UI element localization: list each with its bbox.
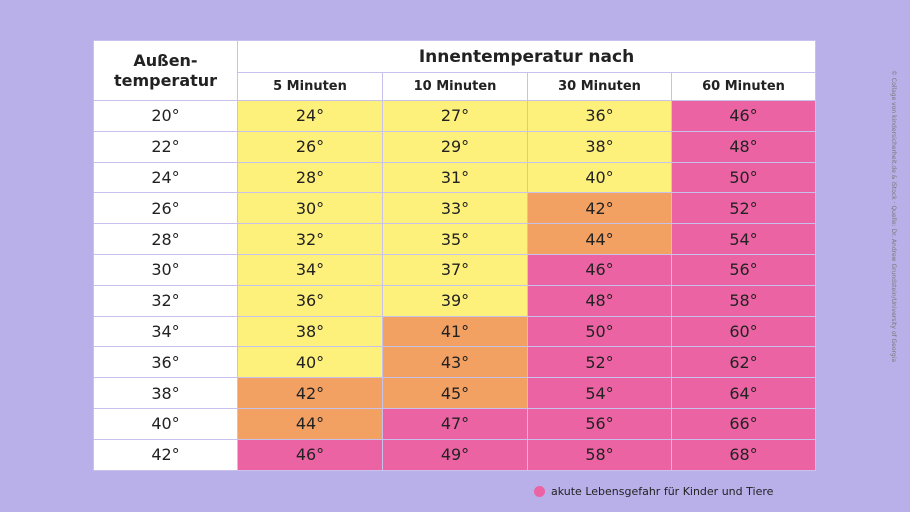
table-row: 40° 44° 47° 56° 66°	[93, 407, 816, 440]
inside-temp-cell: 43°	[382, 346, 528, 379]
inside-temp-cell: 52°	[527, 346, 672, 379]
column-header: 30 Minuten	[527, 72, 672, 101]
column-header: 60 Minuten	[671, 72, 816, 101]
inside-temp-cell: 30°	[237, 192, 383, 225]
legend-label: akute Lebensgefahr für Kinder und Tiere	[551, 485, 774, 498]
inside-temp-cell: 58°	[671, 284, 816, 317]
inside-temp-cell: 49°	[382, 438, 528, 471]
inside-temp-cell: 42°	[237, 377, 383, 409]
table-row: 38° 42° 45° 54° 64°	[93, 377, 816, 409]
outside-temp-cell: 26°	[93, 192, 238, 225]
inside-temp-cell: 45°	[382, 377, 528, 409]
inside-temp-cell: 40°	[527, 161, 672, 194]
inside-temp-cell: 36°	[237, 284, 383, 317]
inside-temp-cell: 62°	[671, 346, 816, 379]
outside-temp-cell: 38°	[93, 377, 238, 409]
legend: akute Lebensgefahr für Kinder und Tiere	[534, 485, 773, 498]
outside-temp-cell: 22°	[93, 130, 238, 163]
inside-temp-cell: 39°	[382, 284, 528, 317]
inside-temp-cell: 60°	[671, 315, 816, 348]
inside-temp-cell: 38°	[527, 130, 672, 163]
table-row: 24° 28° 31° 40° 50°	[93, 161, 816, 194]
inside-temp-cell: 46°	[527, 253, 672, 286]
inside-temp-cell: 44°	[527, 223, 672, 255]
outside-temp-cell: 40°	[93, 407, 238, 440]
table-row: 20° 24° 27° 36° 46°	[93, 100, 816, 132]
column-header: 5 Minuten	[237, 72, 383, 101]
inside-temp-cell: 32°	[237, 223, 383, 255]
inside-temp-cell: 31°	[382, 161, 528, 194]
column-header: 10 Minuten	[382, 72, 528, 101]
inside-temp-cell: 26°	[237, 130, 383, 163]
table-row: 32° 36° 39° 48° 58°	[93, 284, 816, 317]
inside-temp-cell: 66°	[671, 407, 816, 440]
credit: © Collage von kindersicherheit.de & iSto…	[890, 70, 897, 363]
inside-temp-cell: 44°	[237, 407, 383, 440]
legend-dot	[534, 486, 545, 497]
inside-temp-cell: 46°	[237, 438, 383, 471]
outside-temp-cell: 20°	[93, 100, 238, 132]
inside-temp-cell: 28°	[237, 161, 383, 194]
table-row: 28° 32° 35° 44° 54°	[93, 223, 816, 255]
first-column-header: Außen- temperatur	[93, 40, 238, 101]
inside-temp-cell: 54°	[671, 223, 816, 255]
table-row: 30° 34° 37° 46° 56°	[93, 253, 816, 286]
outside-temp-cell: 34°	[93, 315, 238, 348]
outside-temp-cell: 30°	[93, 253, 238, 286]
outside-temp-cell: 32°	[93, 284, 238, 317]
inside-temp-cell: 52°	[671, 192, 816, 225]
inside-temp-cell: 54°	[527, 377, 672, 409]
inside-temp-cell: 35°	[382, 223, 528, 255]
temperature-table: Außen- temperatur Innentemperatur nach 5…	[93, 40, 816, 471]
inside-temp-cell: 37°	[382, 253, 528, 286]
outside-temp-cell: 42°	[93, 438, 238, 471]
inside-temp-cell: 56°	[671, 253, 816, 286]
inside-temp-cell: 47°	[382, 407, 528, 440]
inside-temp-cell: 50°	[527, 315, 672, 348]
table-row: 34° 38° 41° 50° 60°	[93, 315, 816, 348]
inside-temp-cell: 33°	[382, 192, 528, 225]
table-row: 26° 30° 33° 42° 52°	[93, 192, 816, 225]
outside-temp-cell: 28°	[93, 223, 238, 255]
inside-temp-cell: 34°	[237, 253, 383, 286]
group-header: Innentemperatur nach	[237, 40, 816, 73]
inside-temp-cell: 58°	[527, 438, 672, 471]
inside-temp-cell: 29°	[382, 130, 528, 163]
inside-temp-cell: 36°	[527, 100, 672, 132]
inside-temp-cell: 38°	[237, 315, 383, 348]
inside-temp-cell: 48°	[527, 284, 672, 317]
inside-temp-cell: 56°	[527, 407, 672, 440]
outside-temp-cell: 24°	[93, 161, 238, 194]
column-headers: 5 Minuten 10 Minuten 30 Minuten 60 Minuten	[94, 72, 816, 101]
inside-temp-cell: 46°	[671, 100, 816, 132]
inside-temp-cell: 64°	[671, 377, 816, 409]
inside-temp-cell: 42°	[527, 192, 672, 225]
inside-temp-cell: 27°	[382, 100, 528, 132]
inside-temp-cell: 24°	[237, 100, 383, 132]
table-row: 36° 40° 43° 52° 62°	[93, 346, 816, 379]
inside-temp-cell: 50°	[671, 161, 816, 194]
inside-temp-cell: 48°	[671, 130, 816, 163]
inside-temp-cell: 40°	[237, 346, 383, 379]
table-body: 20° 24° 27° 36° 46° 22° 26° 29° 38° 48° 24° 28° 31° 4…	[93, 100, 816, 471]
table-row: 42° 46° 49° 58° 68°	[93, 438, 816, 471]
inside-temp-cell: 41°	[382, 315, 528, 348]
inside-temp-cell: 68°	[671, 438, 816, 471]
table-row: 22° 26° 29° 38° 48°	[93, 130, 816, 163]
outside-temp-cell: 36°	[93, 346, 238, 379]
